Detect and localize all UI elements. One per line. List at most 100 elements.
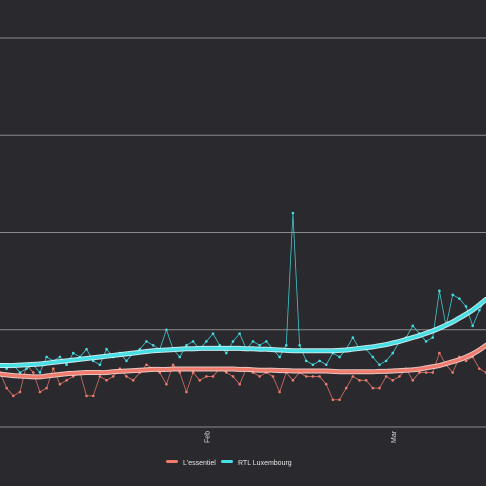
data-point-rtl-luxembourg-47	[311, 363, 315, 367]
x-tick-label-feb: Feb	[204, 431, 211, 443]
data-point-l-essentiel-44	[291, 379, 295, 382]
legend-item-lessentiel: L'essentiel	[166, 460, 216, 467]
data-point-l-essentiel-51	[338, 398, 341, 402]
data-point-l-essentiel-1	[5, 386, 8, 390]
data-point-rtl-luxembourg-28	[185, 344, 188, 347]
data-point-l-essentiel-16	[105, 379, 108, 382]
data-point-l-essentiel-70	[464, 359, 468, 363]
data-point-l-essentiel-29	[191, 371, 195, 374]
data-point-rtl-luxembourg-58	[384, 359, 388, 363]
data-point-rtl-luxembourg-25	[165, 328, 168, 332]
data-point-rtl-luxembourg-64	[424, 340, 428, 343]
grid-layer	[0, 37, 486, 428]
data-point-l-essentiel-32	[211, 375, 215, 378]
data-point-l-essentiel-15	[98, 375, 102, 378]
legend-swatch-lessentiel	[166, 460, 178, 463]
data-point-l-essentiel-14	[91, 394, 95, 398]
legend-label-rtl-luxembourg: RTL Luxembourg	[238, 460, 292, 467]
data-point-l-essentiel-28	[185, 390, 188, 394]
data-point-l-essentiel-72	[478, 367, 481, 370]
trend-line-rtl-luxembourg	[0, 297, 486, 368]
data-point-l-essentiel-31	[205, 375, 208, 378]
data-point-l-essentiel-30	[198, 379, 202, 382]
data-point-l-essentiel-10	[65, 379, 68, 382]
data-point-l-essentiel-34	[225, 371, 228, 374]
data-point-l-essentiel-66	[438, 351, 441, 355]
data-point-l-essentiel-64	[424, 371, 428, 374]
data-point-l-essentiel-52	[344, 386, 348, 390]
data-point-rtl-luxembourg-23	[151, 344, 155, 347]
data-point-l-essentiel-2	[12, 394, 15, 398]
data-point-rtl-luxembourg-69	[458, 297, 461, 300]
data-point-l-essentiel-17	[111, 375, 115, 378]
data-point-l-essentiel-19	[125, 375, 128, 378]
data-point-l-essentiel-49	[324, 382, 328, 386]
data-point-l-essentiel-57	[378, 386, 381, 390]
data-point-rtl-luxembourg-19	[125, 359, 128, 363]
data-point-l-essentiel-3	[18, 390, 22, 394]
data-point-rtl-luxembourg-59	[391, 351, 395, 355]
data-point-l-essentiel-20	[131, 379, 135, 382]
data-point-rtl-luxembourg-48	[318, 359, 321, 363]
data-point-rtl-luxembourg-51	[338, 355, 341, 359]
data-point-rtl-luxembourg-70	[464, 305, 468, 308]
data-point-rtl-luxembourg-22	[145, 340, 148, 343]
data-point-rtl-luxembourg-11	[71, 351, 75, 355]
data-point-l-essentiel-42	[278, 390, 281, 394]
data-point-l-essentiel-5	[31, 371, 35, 374]
data-point-l-essentiel-26	[171, 363, 175, 367]
trend-line-l-essentiel	[0, 343, 486, 379]
data-point-l-essentiel-25	[165, 382, 168, 386]
data-point-rtl-luxembourg-43	[284, 344, 288, 347]
data-point-l-essentiel-63	[418, 371, 421, 374]
legend-item-rtl-luxembourg: RTL Luxembourg	[221, 460, 292, 467]
data-point-rtl-luxembourg-57	[378, 363, 381, 367]
data-point-rtl-luxembourg-16	[105, 347, 108, 351]
data-point-rtl-luxembourg-68	[451, 293, 455, 297]
data-point-l-essentiel-48	[318, 375, 321, 378]
data-point-l-essentiel-39	[258, 375, 261, 378]
x-tick-label-mar: Mar	[391, 430, 398, 443]
data-point-rtl-luxembourg-31	[205, 340, 208, 343]
data-point-rtl-luxembourg-39	[258, 344, 261, 347]
data-point-rtl-luxembourg-6	[38, 371, 42, 374]
data-point-rtl-luxembourg-3	[18, 371, 22, 374]
data-point-rtl-luxembourg-29	[191, 340, 195, 343]
trend-line-glow-rtl-luxembourg	[0, 296, 486, 369]
data-point-l-essentiel-36	[238, 382, 241, 386]
legend-label-lessentiel: L'essentiel	[183, 460, 216, 467]
data-point-l-essentiel-46	[304, 375, 308, 378]
data-point-rtl-luxembourg-71	[471, 324, 474, 328]
data-point-rtl-luxembourg-42	[278, 355, 281, 359]
data-point-rtl-luxembourg-10	[65, 363, 68, 367]
data-point-rtl-luxembourg-72	[478, 309, 481, 312]
legend-swatch-rtl-luxembourg	[221, 460, 233, 463]
data-point-l-essentiel-27	[178, 371, 182, 374]
data-point-l-essentiel-56	[371, 386, 375, 390]
data-point-l-essentiel-9	[58, 382, 62, 386]
data-point-l-essentiel-53	[351, 375, 355, 378]
x-tick-layer: Feb Mar	[204, 430, 397, 443]
data-point-l-essentiel-35	[231, 375, 235, 378]
data-point-rtl-luxembourg-15	[98, 363, 102, 367]
series-layer	[0, 211, 486, 402]
data-point-rtl-luxembourg-4	[25, 367, 28, 370]
data-point-l-essentiel-8	[51, 367, 55, 370]
data-point-l-essentiel-59	[391, 379, 395, 382]
data-point-rtl-luxembourg-35	[231, 340, 235, 343]
data-point-rtl-luxembourg-32	[211, 332, 215, 335]
data-point-rtl-luxembourg-40	[265, 340, 268, 343]
data-point-l-essentiel-65	[431, 371, 435, 374]
data-point-l-essentiel-55	[364, 379, 368, 382]
data-point-rtl-luxembourg-49	[324, 363, 328, 367]
legend: L'essentiel RTL Luxembourg	[166, 460, 292, 467]
data-point-l-essentiel-22	[145, 363, 148, 367]
data-point-l-essentiel-62	[411, 379, 415, 382]
data-point-l-essentiel-41	[271, 375, 275, 378]
data-point-rtl-luxembourg-45	[298, 344, 301, 347]
data-point-rtl-luxembourg-9	[58, 355, 62, 359]
data-point-rtl-luxembourg-66	[438, 289, 441, 293]
data-point-l-essentiel-13	[85, 394, 88, 398]
